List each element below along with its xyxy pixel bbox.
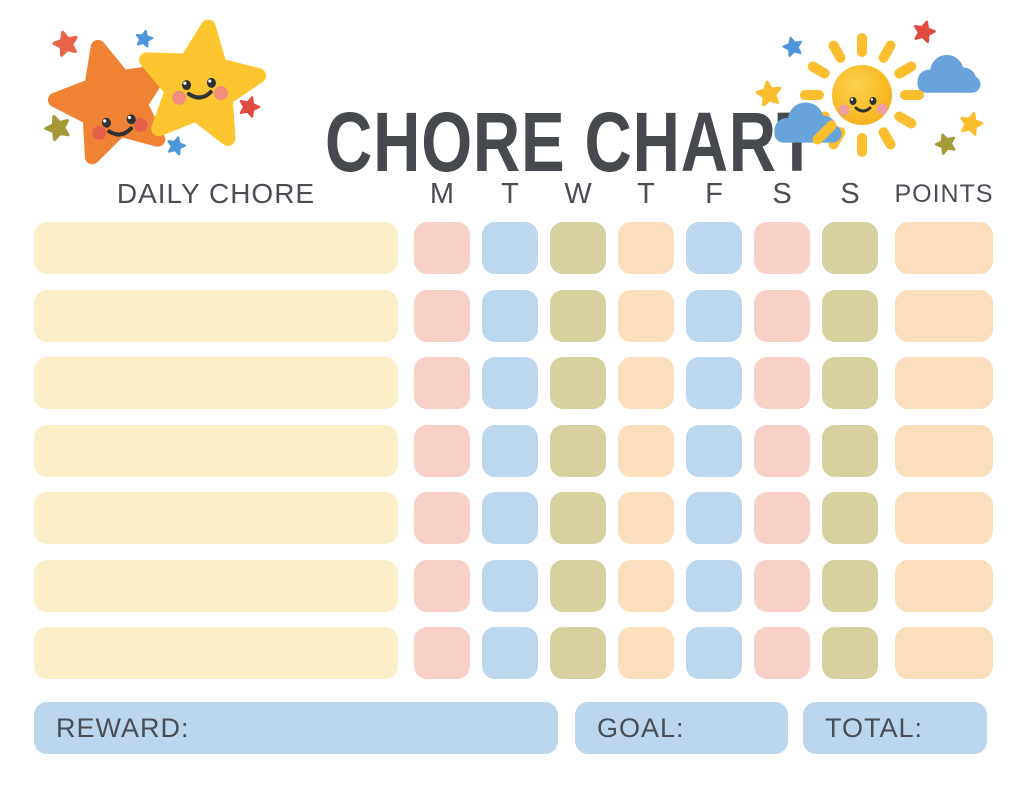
points-cell-row-3[interactable] [895, 357, 993, 409]
day-cell-row-7-day-7[interactable] [822, 627, 878, 679]
day-cell-row-7-day-1[interactable] [414, 627, 470, 679]
day-cell-row-6-day-5[interactable] [686, 559, 742, 612]
day-header-3: W [564, 178, 592, 210]
day-cell-row-4-day-3[interactable] [550, 424, 606, 477]
day-cell-row-2-day-3[interactable] [550, 289, 606, 342]
day-cell-row-5-day-4[interactable] [618, 492, 674, 544]
day-cell-row-3-day-5[interactable] [686, 357, 742, 409]
day-cell-row-6-day-2[interactable] [482, 559, 538, 612]
chore-name-cell-row-7[interactable] [34, 627, 398, 679]
day-cell-row-7-day-6[interactable] [754, 627, 810, 679]
orange-star-face-icon [45, 33, 178, 162]
day-cell-row-7-day-3[interactable] [550, 627, 606, 679]
stars-decoration [28, 18, 268, 168]
day-cell-row-5-day-7[interactable] [822, 492, 878, 544]
chore-name-cell-row-3[interactable] [34, 357, 398, 409]
chore-name-cell-row-5[interactable] [34, 492, 398, 544]
chore-column-header: DAILY CHORE [116, 178, 316, 209]
day-cell-row-2-day-7[interactable] [822, 289, 878, 342]
cloud-icon [917, 54, 981, 93]
day-cell-row-4-day-5[interactable] [686, 424, 742, 477]
yellow-star-face-icon [137, 19, 264, 141]
day-header-2: T [501, 178, 519, 210]
day-cell-row-3-day-1[interactable] [414, 357, 470, 409]
day-cell-row-4-day-1[interactable] [414, 424, 470, 477]
day-cell-row-6-day-3[interactable] [550, 559, 606, 612]
chore-name-cell-row-2[interactable] [34, 289, 398, 342]
day-cell-row-5-day-1[interactable] [414, 492, 470, 544]
mini-star-icon [133, 28, 155, 49]
day-cell-row-1-day-7[interactable] [822, 222, 878, 274]
day-cell-row-7-day-2[interactable] [482, 627, 538, 679]
chore-name-cell-row-1[interactable] [34, 222, 398, 274]
chore-name-cell-row-6[interactable] [34, 559, 398, 612]
day-header-6: S [772, 178, 792, 210]
day-cell-row-2-day-6[interactable] [754, 289, 810, 342]
day-cell-row-1-day-2[interactable] [482, 222, 538, 274]
day-cell-row-3-day-6[interactable] [754, 357, 810, 409]
day-header-4: T [637, 178, 655, 210]
day-cell-row-5-day-3[interactable] [550, 492, 606, 544]
day-header-1: M [429, 178, 455, 210]
mini-star-icon [780, 34, 805, 58]
day-cell-row-2-day-2[interactable] [482, 289, 538, 342]
day-cell-row-6-day-1[interactable] [414, 559, 470, 612]
mini-star-icon [236, 93, 263, 119]
day-cell-row-3-day-2[interactable] [482, 357, 538, 409]
goal-label: GOAL: [597, 712, 685, 743]
day-cell-row-6-day-7[interactable] [822, 559, 878, 612]
page-title: CHORE CHART [325, 95, 818, 190]
day-cell-row-6-day-6[interactable] [754, 559, 810, 612]
points-cell-row-5[interactable] [895, 492, 993, 544]
mini-star-icon [957, 109, 986, 137]
day-cell-row-4-day-7[interactable] [822, 424, 878, 477]
day-cell-row-1-day-3[interactable] [550, 222, 606, 274]
day-cell-row-4-day-6[interactable] [754, 424, 810, 477]
mini-star-icon [41, 111, 74, 143]
points-cell-row-2[interactable] [895, 289, 993, 342]
day-cell-row-1-day-4[interactable] [618, 222, 674, 274]
day-cell-row-7-day-5[interactable] [686, 627, 742, 679]
day-cell-row-3-day-7[interactable] [822, 357, 878, 409]
day-cell-row-1-day-5[interactable] [686, 222, 742, 274]
mini-star-icon [164, 134, 188, 157]
points-cell-row-7[interactable] [895, 627, 993, 679]
day-cell-row-7-day-4[interactable] [618, 627, 674, 679]
day-cell-row-2-day-5[interactable] [686, 289, 742, 342]
day-cell-row-5-day-5[interactable] [686, 492, 742, 544]
chore-name-cell-row-4[interactable] [34, 424, 398, 477]
total-label: TOTAL: [825, 712, 924, 743]
smiling-sun-icon [774, 33, 924, 157]
day-cell-row-2-day-4[interactable] [618, 289, 674, 342]
day-cell-row-4-day-4[interactable] [618, 424, 674, 477]
day-cell-row-4-day-2[interactable] [482, 424, 538, 477]
points-cell-row-1[interactable] [895, 222, 993, 274]
points-column-header: POINTS [894, 180, 994, 208]
day-cell-row-3-day-3[interactable] [550, 357, 606, 409]
goal-field[interactable]: GOAL: [575, 702, 788, 754]
day-cell-row-5-day-2[interactable] [482, 492, 538, 544]
reward-field[interactable]: REWARD: [34, 702, 558, 754]
day-cell-row-1-day-6[interactable] [754, 222, 810, 274]
day-cell-row-2-day-1[interactable] [414, 289, 470, 342]
day-cell-row-1-day-1[interactable] [414, 222, 470, 274]
mini-star-icon [50, 27, 82, 58]
points-cell-row-6[interactable] [895, 559, 993, 612]
total-field[interactable]: TOTAL: [803, 702, 987, 754]
mini-star-icon [754, 78, 784, 108]
day-header-7: S [840, 178, 860, 210]
reward-label: REWARD: [56, 712, 190, 743]
mini-star-icon [932, 130, 959, 157]
day-cell-row-5-day-6[interactable] [754, 492, 810, 544]
day-cell-row-3-day-4[interactable] [618, 357, 674, 409]
mini-star-icon [910, 18, 938, 45]
day-header-5: F [705, 178, 723, 210]
points-cell-row-4[interactable] [895, 424, 993, 477]
sun-decoration [754, 18, 986, 157]
day-cell-row-6-day-4[interactable] [618, 559, 674, 612]
